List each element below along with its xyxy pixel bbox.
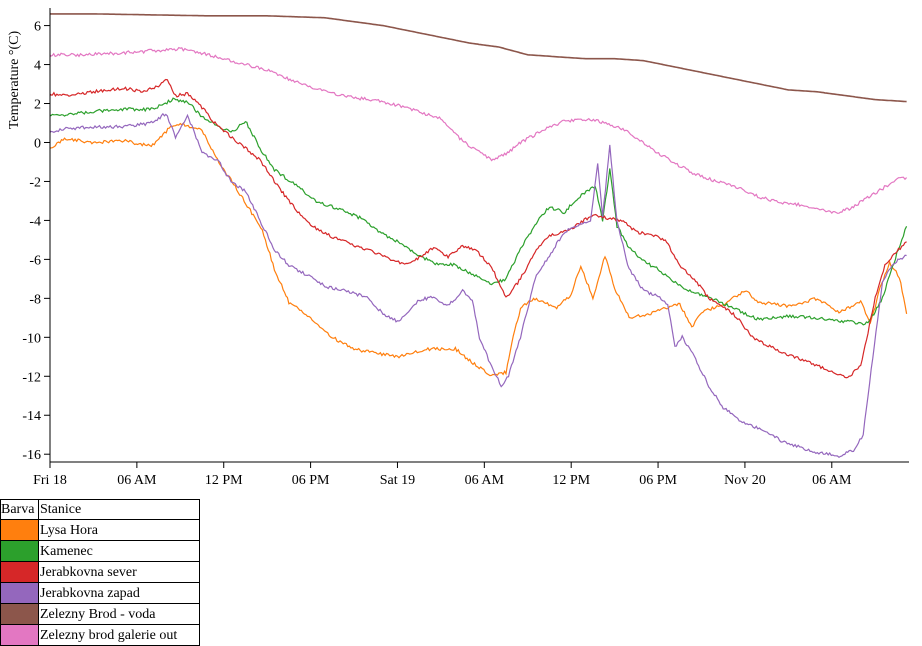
series-line-jerabkovna-zapad [50, 112, 907, 459]
legend-swatch [1, 604, 38, 624]
series-line-lysa-hora [50, 122, 908, 377]
y-tick-label: -10 [22, 331, 41, 346]
x-tick-label: 06 AM [465, 473, 505, 488]
y-tick-label: 4 [34, 59, 41, 74]
y-tick-label: -4 [29, 214, 41, 229]
y-tick-label: -12 [22, 370, 41, 385]
x-tick-label: 06 AM [117, 473, 157, 488]
legend-station-name: Zelezny brod galerie out [38, 624, 200, 646]
legend-color-cell [0, 582, 39, 604]
legend-color-cell [0, 519, 39, 541]
legend-row: Jerabkovna zapad [0, 582, 200, 604]
legend-row: Lysa Hora [0, 519, 200, 541]
y-tick-label: 0 [34, 136, 41, 151]
legend-color-cell [0, 603, 39, 625]
legend-row: Zelezny brod galerie out [0, 624, 200, 646]
legend-station-name: Jerabkovna zapad [38, 582, 200, 604]
legend-swatch [1, 541, 38, 561]
series-line-kamenec [50, 97, 908, 326]
legend-color-cell [0, 561, 39, 583]
x-tick-label: 06 PM [292, 473, 330, 488]
legend-header-station: Stanice [38, 499, 200, 520]
x-tick-label: 06 AM [812, 473, 852, 488]
legend-station-name: Kamenec [38, 540, 200, 562]
legend-station-name: Lysa Hora [38, 519, 200, 541]
x-tick-label: Fri 18 [33, 473, 67, 488]
x-tick-label: 06 PM [639, 473, 677, 488]
legend-swatch [1, 625, 38, 645]
x-tick-label: 12 PM [205, 473, 243, 488]
x-axis: Fri 18 06 AM 12 PM 06 PM Sat 19 06 AM 12 PM 06 … [33, 461, 909, 488]
temperature-chart: 6 4 2 0 -2 -4 -6 -8 -10 -12 -14 -16 Fri 18 06 AM 12 P… [7, 8, 909, 488]
series-line-zelezny-brod-galerie-out [50, 46, 908, 214]
y-tick-label: -6 [29, 253, 41, 268]
series-line-zelezny-brod-voda [50, 13, 907, 103]
legend-row: Zelezny Brod - voda [0, 603, 200, 625]
legend-header-color: Barva [0, 499, 39, 520]
legend-color-cell [0, 540, 39, 562]
x-tick-label: Nov 20 [724, 473, 766, 488]
legend-table: Barva Stanice Lysa Hora Kamenec Jerabkovna… [0, 499, 200, 646]
x-tick-label: Sat 19 [380, 473, 415, 488]
y-tick-label: -2 [29, 175, 41, 190]
series-line-jerabkovna-sever [50, 78, 907, 379]
legend-swatch [1, 583, 38, 603]
y-tick-label: 2 [34, 98, 41, 113]
y-tick-label: -14 [22, 409, 41, 424]
legend-color-cell [0, 624, 39, 646]
x-tick-label: 12 PM [552, 473, 590, 488]
y-axis: 6 4 2 0 -2 -4 -6 -8 -10 -12 -14 -16 [22, 8, 51, 463]
plot-area [50, 13, 908, 459]
legend-header-row: Barva Stanice [0, 499, 200, 520]
legend-swatch [1, 562, 38, 582]
legend-swatch [1, 520, 38, 540]
legend-row: Jerabkovna sever [0, 561, 200, 583]
legend-row: Kamenec [0, 540, 200, 562]
legend-body: Lysa Hora Kamenec Jerabkovna sever Jerabkov… [0, 519, 200, 646]
legend-station-name: Jerabkovna sever [38, 561, 200, 583]
y-tick-label: -8 [29, 292, 41, 307]
legend-station-name: Zelezny Brod - voda [38, 603, 200, 625]
y-tick-label: 6 [34, 20, 41, 35]
y-axis-label: Temperature °(C) [7, 31, 22, 130]
y-tick-label: -16 [22, 448, 41, 463]
